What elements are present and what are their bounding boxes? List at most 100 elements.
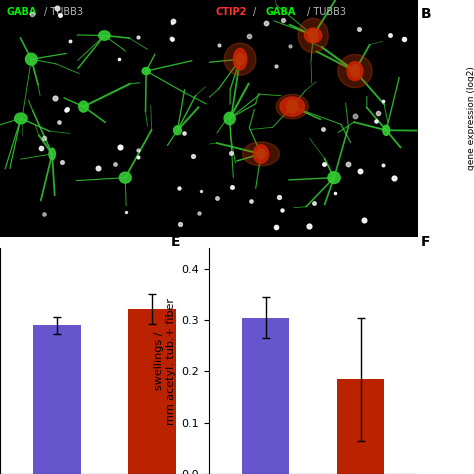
Ellipse shape bbox=[26, 53, 37, 65]
Point bbox=[111, 160, 118, 167]
Ellipse shape bbox=[347, 62, 363, 81]
Text: GABA: GABA bbox=[265, 7, 295, 17]
Point bbox=[167, 35, 175, 42]
Ellipse shape bbox=[328, 172, 340, 183]
Text: CTIP2: CTIP2 bbox=[215, 7, 246, 17]
Ellipse shape bbox=[173, 126, 182, 135]
Point bbox=[390, 174, 397, 182]
Text: GABA: GABA bbox=[6, 7, 36, 17]
Point bbox=[176, 220, 184, 228]
Point bbox=[122, 208, 130, 215]
Ellipse shape bbox=[49, 148, 55, 160]
Point bbox=[356, 25, 363, 33]
Point bbox=[247, 198, 255, 205]
Ellipse shape bbox=[383, 125, 390, 136]
Text: / TUBB3: / TUBB3 bbox=[307, 7, 346, 17]
Point bbox=[176, 184, 183, 191]
Ellipse shape bbox=[15, 113, 27, 124]
Point bbox=[400, 35, 408, 43]
Ellipse shape bbox=[224, 112, 235, 125]
Ellipse shape bbox=[350, 65, 360, 77]
Point bbox=[245, 32, 253, 39]
Ellipse shape bbox=[287, 100, 298, 113]
Point bbox=[62, 106, 70, 114]
Point bbox=[278, 206, 285, 213]
Point bbox=[344, 160, 352, 168]
Point bbox=[190, 152, 197, 160]
Ellipse shape bbox=[276, 94, 309, 119]
Ellipse shape bbox=[338, 55, 372, 88]
Ellipse shape bbox=[236, 54, 245, 65]
Point bbox=[134, 146, 142, 154]
Point bbox=[37, 145, 45, 152]
Point bbox=[63, 105, 71, 113]
Point bbox=[310, 199, 318, 207]
Point bbox=[215, 41, 222, 49]
Point bbox=[272, 223, 280, 231]
Point bbox=[263, 19, 270, 27]
Point bbox=[117, 143, 124, 151]
Point bbox=[28, 10, 36, 18]
Ellipse shape bbox=[243, 142, 279, 166]
Point bbox=[351, 112, 358, 120]
Point bbox=[195, 209, 202, 217]
Ellipse shape bbox=[254, 145, 269, 163]
Point bbox=[228, 183, 236, 191]
Text: E: E bbox=[171, 235, 181, 249]
Point bbox=[52, 95, 59, 102]
Text: F: F bbox=[420, 235, 430, 249]
Text: / TUBB3: / TUBB3 bbox=[44, 7, 83, 17]
Point bbox=[360, 216, 368, 224]
Point bbox=[134, 34, 141, 41]
Point bbox=[356, 168, 364, 175]
Point bbox=[379, 162, 387, 169]
Point bbox=[134, 153, 142, 161]
Point bbox=[287, 42, 294, 50]
Ellipse shape bbox=[233, 48, 247, 70]
Point bbox=[168, 19, 176, 27]
Ellipse shape bbox=[224, 43, 256, 75]
Text: gene expression (log2): gene expression (log2) bbox=[467, 66, 474, 170]
Point bbox=[372, 117, 380, 125]
Ellipse shape bbox=[304, 28, 322, 43]
Point bbox=[213, 194, 221, 201]
Point bbox=[275, 193, 283, 201]
Point bbox=[319, 125, 327, 132]
Point bbox=[54, 4, 61, 12]
Point bbox=[95, 164, 102, 171]
Text: B: B bbox=[420, 7, 431, 21]
Ellipse shape bbox=[298, 18, 328, 53]
Point bbox=[58, 158, 66, 165]
Bar bbox=[337, 379, 384, 474]
Ellipse shape bbox=[309, 29, 318, 42]
Point bbox=[279, 17, 287, 24]
Point bbox=[66, 37, 73, 45]
Bar bbox=[128, 309, 175, 474]
Point bbox=[55, 118, 63, 126]
Point bbox=[169, 35, 176, 43]
Point bbox=[320, 161, 328, 168]
Point bbox=[41, 134, 48, 142]
Point bbox=[170, 18, 177, 25]
Point bbox=[380, 97, 387, 105]
Point bbox=[228, 149, 235, 156]
Ellipse shape bbox=[79, 101, 88, 112]
Point bbox=[115, 55, 122, 63]
Text: /: / bbox=[253, 7, 259, 17]
Point bbox=[272, 62, 280, 69]
Point bbox=[180, 129, 188, 137]
Point bbox=[374, 109, 382, 117]
Bar bbox=[242, 318, 290, 474]
Y-axis label: swellings /
mm acetyl. tub.+ fiber: swellings / mm acetyl. tub.+ fiber bbox=[154, 298, 176, 425]
Ellipse shape bbox=[280, 97, 305, 116]
Point bbox=[56, 11, 64, 18]
Point bbox=[198, 187, 205, 194]
Ellipse shape bbox=[99, 31, 110, 40]
Ellipse shape bbox=[119, 172, 131, 183]
Point bbox=[332, 190, 339, 197]
Ellipse shape bbox=[142, 67, 150, 75]
Ellipse shape bbox=[256, 149, 265, 159]
Point bbox=[41, 210, 48, 218]
Bar bbox=[33, 325, 81, 474]
Point bbox=[305, 222, 313, 230]
